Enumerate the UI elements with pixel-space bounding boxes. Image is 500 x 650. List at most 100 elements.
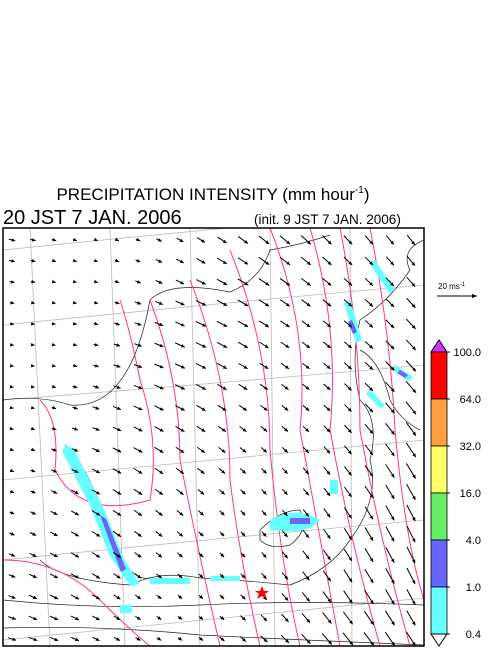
wind-arrow-head	[326, 449, 331, 454]
wind-arrow-head	[326, 407, 331, 412]
wind-arrow-head	[201, 386, 206, 390]
wind-arrow-head	[348, 302, 352, 307]
wind-arrow-head	[138, 449, 143, 453]
wind-arrow-head	[305, 470, 309, 475]
wind-arrow-head	[179, 470, 184, 474]
wind-arrow-head	[32, 532, 37, 536]
wind-arrow-head	[305, 533, 309, 538]
wind-arrow-head	[157, 616, 162, 620]
wind-vectors	[7, 234, 417, 646]
wind-arrow-head	[136, 237, 141, 242]
wind-arrow-head	[369, 323, 373, 328]
wind-arrow-head	[180, 322, 185, 327]
title-sup: -1	[355, 185, 364, 196]
wind-arrow-head	[390, 473, 395, 478]
wind-arrow-head	[54, 616, 59, 621]
wind-arrow-head	[52, 469, 57, 473]
wind-arrow-head	[265, 282, 270, 286]
wind-arrow-head	[54, 595, 59, 600]
wind-arrow-head	[263, 617, 268, 622]
wind-arrow-head	[73, 342, 77, 347]
wind-arrow-head	[347, 365, 352, 370]
wind-arrow-head	[115, 258, 119, 263]
wind-arrow-head	[241, 532, 246, 537]
wind-arrow-head	[348, 557, 352, 562]
wind-arrow-head	[241, 574, 246, 579]
wind-arrow-head	[95, 448, 100, 452]
wind-arrow-head	[95, 427, 100, 431]
wind-arrow-head	[54, 574, 58, 579]
wind-arrow-head	[369, 261, 373, 266]
wind-arrow-head	[285, 302, 290, 307]
wind-arrow-head	[10, 553, 15, 557]
wind-arrow-head	[347, 407, 352, 412]
wind-arrow-head	[412, 431, 416, 436]
wind-arrow-head	[201, 428, 206, 432]
wind-arrow-head	[12, 637, 17, 641]
wind-arrow-head	[390, 495, 395, 499]
wind-arrow-head	[369, 302, 373, 307]
colorbar-label: 16.0	[460, 488, 481, 500]
colorbar-label: 4.0	[466, 535, 481, 547]
wind-arrow-head	[390, 345, 395, 350]
wind-arrow-head	[411, 325, 416, 329]
wind-arrow-head	[10, 489, 15, 494]
wind-arrow-head	[326, 534, 331, 539]
wind-arrow-head	[116, 385, 121, 389]
wind-arrow-head	[369, 344, 373, 349]
wind-arrow-head	[263, 448, 267, 453]
wind-arrow-head	[201, 281, 206, 285]
wind-arrow-head	[138, 491, 143, 495]
wind-arrow-head	[202, 344, 207, 348]
wind-arrow-head	[51, 279, 56, 284]
wind-arrow-head	[157, 595, 162, 599]
wind-arrow-head	[31, 468, 36, 473]
wind-arrow-head	[265, 302, 270, 307]
wind-arrow-head	[286, 282, 290, 286]
wind-arrow-head	[180, 407, 185, 411]
wind-arrow-head	[220, 532, 225, 537]
wind-arrow-head	[136, 259, 141, 263]
wind-arrow-head	[30, 342, 35, 347]
wind-arrow-head	[262, 575, 267, 579]
wind-arrow-head	[347, 429, 352, 433]
wind-arrow-head	[390, 366, 395, 371]
colorbar-segment	[430, 492, 448, 541]
wind-arrow-head	[369, 451, 374, 456]
wind-arrow-head	[180, 344, 185, 348]
wind-arrow-head	[244, 240, 248, 244]
wind-arrow-head	[31, 490, 36, 494]
wind-arrow-head	[158, 532, 163, 537]
wind-arrow-head	[94, 321, 99, 326]
wind-arrow-head	[306, 344, 310, 348]
wind-arrow-head	[223, 302, 228, 306]
wind-arrow-head	[390, 303, 395, 308]
colorbar-label: 1.0	[466, 582, 481, 594]
wind-arrow-head	[412, 474, 416, 479]
wind-arrow-head	[116, 343, 121, 347]
wind-arrow-head	[411, 282, 416, 287]
wind-arrow-head	[115, 322, 120, 326]
wind-arrow-head	[136, 616, 141, 620]
wind-arrow-head	[10, 343, 14, 347]
wind-arrow-head	[178, 553, 183, 558]
wind-arrow-head	[33, 637, 38, 642]
wind-arrow-head	[222, 407, 227, 411]
title-suffix: )	[364, 185, 370, 204]
colorbar-segment	[430, 398, 448, 447]
wind-arrow-head	[285, 344, 290, 348]
wind-arrow-head	[201, 239, 206, 243]
wind-arrow-head	[52, 384, 56, 389]
wind-arrow-head	[31, 259, 36, 263]
wind-arrow-head	[390, 282, 394, 287]
wind-arrow-head	[241, 469, 246, 474]
wind-arrow-head	[305, 512, 309, 517]
wind-arrow-head	[370, 600, 374, 604]
wind-arrow-head	[241, 553, 246, 558]
wind-arrow-head	[199, 532, 204, 537]
wind-arrow-head	[369, 557, 374, 562]
wind-arrow-head	[221, 469, 226, 474]
wind-arrow-head	[117, 448, 122, 453]
colorbar-segment	[430, 539, 448, 588]
